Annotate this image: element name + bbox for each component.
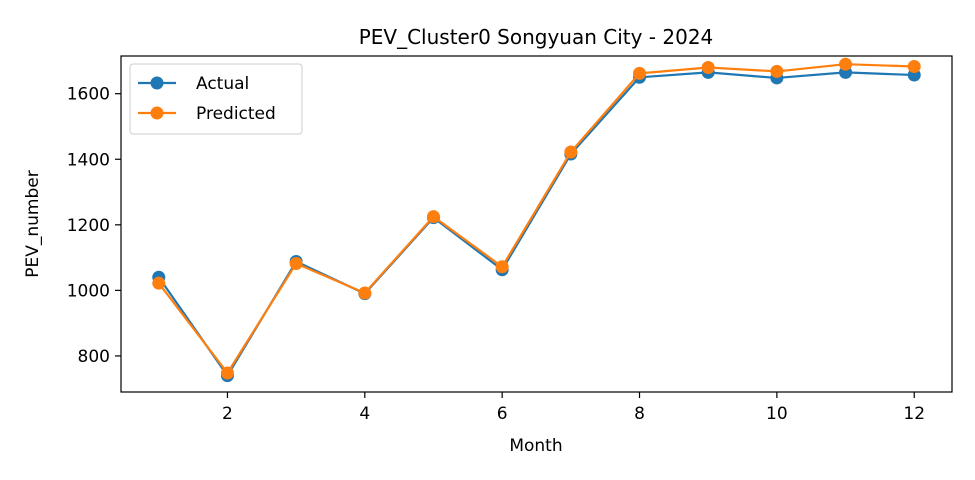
legend-label-predicted: Predicted xyxy=(196,104,276,124)
x-tick-label: 8 xyxy=(634,404,645,424)
x-tick-label: 6 xyxy=(497,404,508,424)
x-tick-label: 10 xyxy=(766,404,788,424)
data-point xyxy=(564,145,578,159)
y-tick-label: 800 xyxy=(78,347,110,367)
legend-box xyxy=(129,63,303,135)
data-point xyxy=(839,57,853,71)
data-point xyxy=(358,286,372,300)
y-tick-label: 1200 xyxy=(67,216,110,236)
data-point xyxy=(426,210,440,224)
y-axis: 800 1000 1200 1400 1600 xyxy=(67,85,121,367)
x-tick-label: 4 xyxy=(359,404,370,424)
plot-area-frame xyxy=(120,55,953,393)
data-point xyxy=(152,276,166,290)
x-tick-label: 12 xyxy=(903,404,925,424)
data-point xyxy=(495,260,509,274)
y-tick-label: 1000 xyxy=(67,281,110,301)
chart-title: PEV_Cluster0 Songyuan City - 2024 xyxy=(359,25,714,49)
legend-label-actual: Actual xyxy=(196,74,249,94)
y-tick-label: 1600 xyxy=(67,85,110,105)
data-point xyxy=(770,64,784,78)
x-tick-label: 2 xyxy=(222,404,233,424)
data-point xyxy=(220,366,234,380)
legend-marker-actual xyxy=(150,76,164,90)
data-point xyxy=(907,59,921,73)
legend-marker-predicted xyxy=(150,106,164,120)
data-point xyxy=(289,257,303,271)
series-layer xyxy=(152,57,921,383)
y-axis-label: PEV_number xyxy=(23,170,43,277)
x-axis: 2 4 6 8 10 12 xyxy=(222,392,925,424)
series-line xyxy=(157,63,915,375)
data-point xyxy=(701,60,715,74)
y-tick-label: 1400 xyxy=(67,150,110,170)
series-predicted xyxy=(152,57,921,380)
data-point xyxy=(633,66,647,80)
x-axis-label: Month xyxy=(509,436,562,456)
legend: Actual Predicted xyxy=(129,63,303,135)
